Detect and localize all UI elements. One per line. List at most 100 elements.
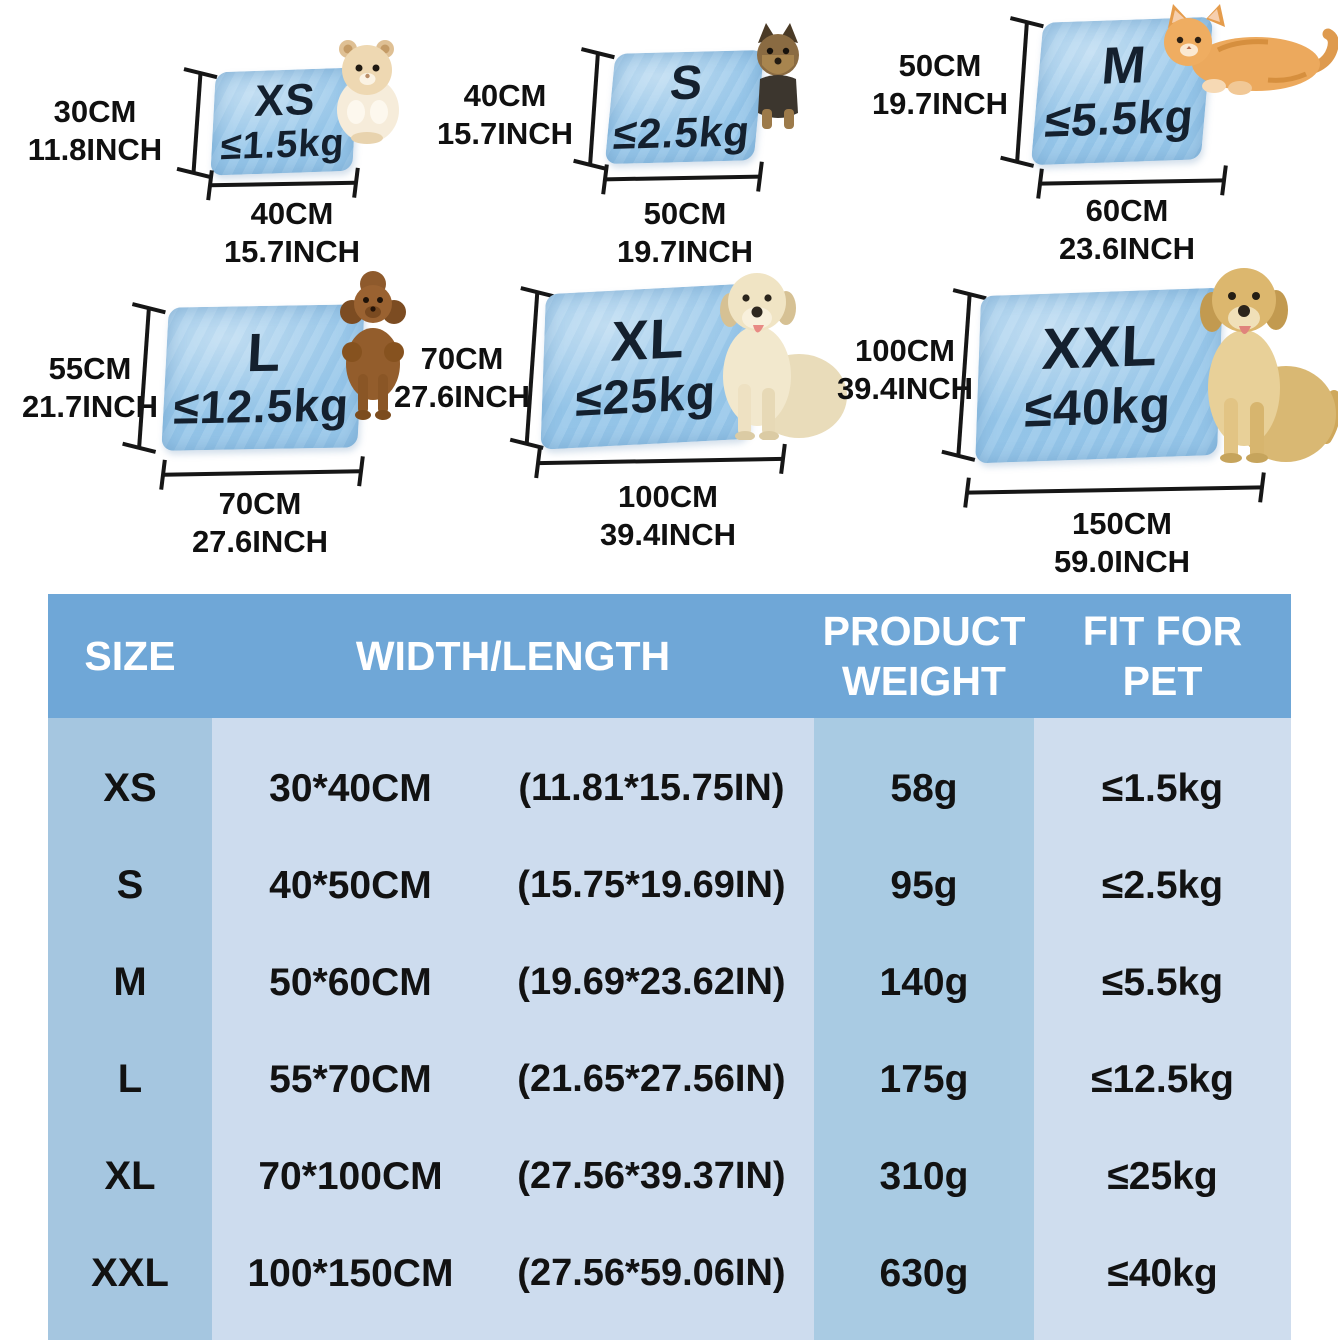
cell-size: S bbox=[116, 863, 144, 907]
table-row-xl: XL 70*100CM (27.56*39.37IN) 310g ≤25kg bbox=[48, 1128, 1291, 1225]
mat-size-label: XL bbox=[610, 306, 686, 374]
cell-dimensions-inch: (27.56*39.37IN) bbox=[517, 1155, 786, 1197]
cell-size: L bbox=[117, 1057, 143, 1101]
cell-size: XXL bbox=[91, 1251, 169, 1295]
column-header-fit-for-pet: FIT FOR PET bbox=[1082, 607, 1243, 704]
mat-size-label: S bbox=[667, 56, 706, 111]
mat-weight-limit: ≤25kg bbox=[574, 366, 718, 427]
cell-product-weight: 630g bbox=[879, 1251, 969, 1295]
width-inch: 23.6INCH bbox=[1058, 230, 1196, 266]
height-inch: 21.7INCH bbox=[21, 388, 159, 424]
width-dimension-label: 60CM 23.6INCH bbox=[1027, 192, 1227, 268]
cell-product-weight: 140g bbox=[879, 960, 969, 1004]
height-inch: 27.6INCH bbox=[393, 378, 531, 414]
column-header-size: SIZE bbox=[84, 632, 176, 679]
mat-size-label: M bbox=[1099, 36, 1149, 96]
yorkshire-terrier-photo bbox=[757, 23, 799, 129]
mat-size-label: L bbox=[245, 322, 283, 383]
cell-fit-for-pet: ≤25kg bbox=[1107, 1154, 1218, 1198]
height-dimension-label: 70CM 27.6INCH bbox=[377, 340, 547, 416]
height-inch: 15.7INCH bbox=[436, 115, 574, 151]
width-cm: 60CM bbox=[1085, 193, 1169, 228]
cell-product-weight: 95g bbox=[890, 863, 958, 907]
labrador-photo bbox=[720, 273, 847, 440]
table-row-m: M 50*60CM (19.69*23.62IN) 140g ≤5.5kg bbox=[48, 934, 1291, 1031]
height-dimension-label: 55CM 21.7INCH bbox=[5, 350, 175, 426]
width-cm: 150CM bbox=[1072, 506, 1172, 541]
cell-width-length: 55*70CM (21.65*27.56IN) bbox=[212, 1058, 814, 1102]
height-dimension-label: 40CM 15.7INCH bbox=[420, 77, 590, 153]
diagram-m: 50CM 19.7INCH M ≤5.5kg bbox=[850, 0, 1340, 266]
width-inch: 59.0INCH bbox=[1053, 543, 1191, 579]
cell-size: XL bbox=[104, 1154, 156, 1198]
height-cm: 70CM bbox=[420, 341, 504, 376]
diagram-xxl: 100CM 39.4INCH XXL ≤40kg bbox=[830, 258, 1340, 580]
mat-weight-limit: ≤40kg bbox=[1023, 376, 1173, 438]
width-dimension-ruler bbox=[537, 456, 784, 466]
cell-dimensions-cm: 50*60CM bbox=[269, 960, 432, 1004]
height-dimension-label: 100CM 39.4INCH bbox=[820, 332, 990, 408]
width-cm: 70CM bbox=[218, 486, 302, 521]
cell-width-length: 30*40CM (11.81*15.75IN) bbox=[212, 767, 814, 811]
height-cm: 50CM bbox=[898, 48, 982, 83]
width-cm: 50CM bbox=[643, 196, 727, 231]
column-header-product-weight: PRODUCT WEIGHT bbox=[822, 607, 1026, 704]
height-inch: 19.7INCH bbox=[871, 85, 1009, 121]
width-dimension-label: 70CM 27.6INCH bbox=[160, 485, 360, 561]
height-inch: 11.8INCH bbox=[27, 131, 163, 167]
cell-dimensions-cm: 40*50CM bbox=[269, 863, 432, 907]
golden-retriever-photo bbox=[1200, 268, 1338, 463]
height-cm: 55CM bbox=[48, 351, 132, 386]
cell-size: XS bbox=[103, 766, 157, 810]
column-header-width-length: WIDTH/LENGTH bbox=[355, 632, 671, 679]
cell-dimensions-inch: (15.75*19.69IN) bbox=[517, 864, 786, 906]
height-dimension-ruler bbox=[191, 72, 203, 174]
poodle-photo bbox=[340, 271, 406, 420]
size-table-header: SIZE WIDTH/LENGTH PRODUCT WEIGHT FIT FOR… bbox=[48, 594, 1291, 718]
cell-size: M bbox=[113, 960, 147, 1004]
cell-dimensions-cm: 30*40CM bbox=[269, 766, 432, 810]
cell-dimensions-inch: (21.65*27.56IN) bbox=[517, 1058, 786, 1100]
width-inch: 39.4INCH bbox=[599, 516, 737, 552]
diagram-xs: 30CM 11.8INCH XS ≤1.5kg 40CM bbox=[20, 20, 440, 269]
height-dimension-label: 50CM 19.7INCH bbox=[855, 47, 1025, 123]
cell-width-length: 40*50CM (15.75*19.69IN) bbox=[212, 864, 814, 908]
cell-fit-for-pet: ≤2.5kg bbox=[1101, 863, 1224, 907]
width-dimension-ruler bbox=[209, 180, 357, 188]
height-dimension-label: 30CM 11.8INCH bbox=[10, 93, 180, 169]
width-cm: 100CM bbox=[618, 479, 718, 514]
cat-photo bbox=[1164, 4, 1338, 95]
width-dimension-ruler bbox=[1039, 178, 1225, 186]
cell-fit-for-pet: ≤40kg bbox=[1107, 1251, 1218, 1295]
cell-fit-for-pet: ≤12.5kg bbox=[1091, 1057, 1234, 1101]
cell-fit-for-pet: ≤5.5kg bbox=[1101, 960, 1224, 1004]
width-dimension-label: 50CM 19.7INCH bbox=[585, 195, 785, 271]
cell-product-weight: 58g bbox=[890, 766, 958, 810]
width-dimension-ruler bbox=[162, 469, 362, 477]
height-inch: 39.4INCH bbox=[836, 370, 974, 406]
diagram-s: 40CM 15.7INCH S ≤2.5kg 50CM 19.7 bbox=[437, 15, 840, 269]
size-table-body: XS 30*40CM (11.81*15.75IN) 58g ≤1.5kg S … bbox=[48, 718, 1291, 1340]
width-dimension-ruler bbox=[604, 174, 761, 182]
cell-dimensions-inch: (19.69*23.62IN) bbox=[517, 961, 786, 1003]
cell-product-weight: 310g bbox=[879, 1154, 969, 1198]
height-cm: 40CM bbox=[463, 78, 547, 113]
table-row-l: L 55*70CM (21.65*27.56IN) 175g ≤12.5kg bbox=[48, 1031, 1291, 1128]
width-inch: 27.6INCH bbox=[191, 523, 329, 559]
width-dimension-label: 150CM 59.0INCH bbox=[1022, 505, 1222, 581]
mat-size-label: XXL bbox=[1040, 313, 1159, 383]
cell-dimensions-cm: 55*70CM bbox=[269, 1057, 432, 1101]
cell-dimensions-cm: 70*100CM bbox=[258, 1154, 443, 1198]
width-inch: 15.7INCH bbox=[223, 233, 361, 269]
mat-weight-limit: ≤5.5kg bbox=[1042, 89, 1197, 148]
height-cm: 30CM bbox=[53, 94, 137, 129]
width-cm: 40CM bbox=[250, 196, 334, 231]
hamster-photo bbox=[337, 40, 399, 144]
width-inch: 19.7INCH bbox=[616, 233, 754, 269]
cell-product-weight: 175g bbox=[879, 1057, 969, 1101]
width-dimension-label: 100CM 39.4INCH bbox=[568, 478, 768, 554]
cell-dimensions-inch: (27.56*59.06IN) bbox=[517, 1252, 786, 1294]
cell-width-length: 70*100CM (27.56*39.37IN) bbox=[212, 1155, 814, 1199]
width-dimension-ruler bbox=[966, 485, 1263, 495]
